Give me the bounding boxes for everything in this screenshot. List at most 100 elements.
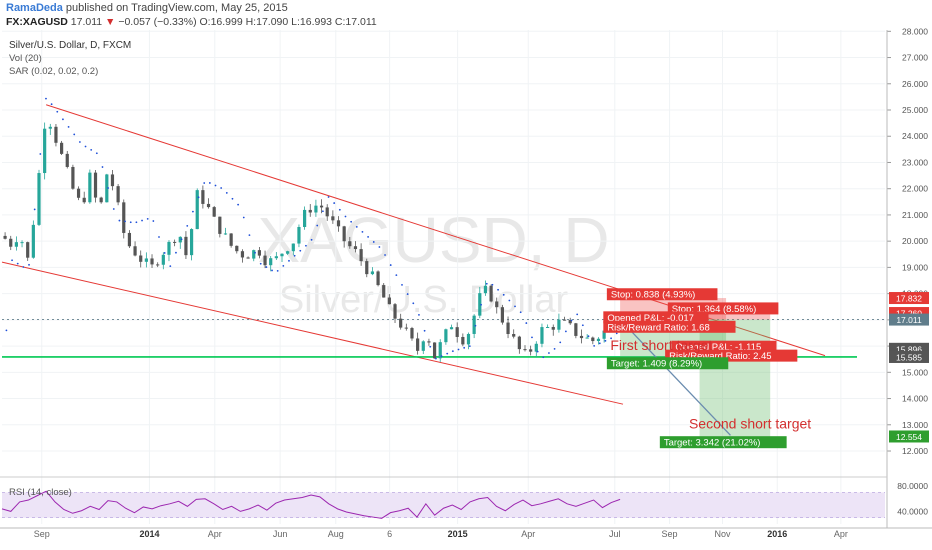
legend-title: Silver/U.S. Dollar, D, FXCM bbox=[9, 40, 131, 51]
sar-dot bbox=[248, 234, 251, 237]
candle-down bbox=[99, 197, 103, 203]
y-tick-label: 19.000 bbox=[902, 262, 928, 272]
candle-down bbox=[591, 337, 595, 342]
sar-dot bbox=[62, 118, 64, 121]
sar-dot bbox=[457, 348, 460, 351]
candle-up bbox=[105, 174, 109, 203]
sar-dot bbox=[231, 197, 234, 200]
candle-up bbox=[43, 128, 47, 174]
candle-down bbox=[489, 285, 493, 302]
sar-dot bbox=[288, 259, 290, 262]
sar-dot bbox=[564, 330, 567, 333]
y-tick-label: 15.000 bbox=[902, 367, 928, 377]
candle-down bbox=[495, 301, 499, 308]
author-link[interactable]: RamaDeda bbox=[6, 2, 63, 14]
price-axis-badge bbox=[889, 430, 929, 443]
x-tick-label: 2014 bbox=[139, 529, 159, 539]
sar-dot bbox=[146, 217, 149, 220]
sar-dot bbox=[129, 221, 132, 224]
candle-up bbox=[178, 236, 182, 243]
reward-zone-2 bbox=[699, 319, 771, 437]
sar-dot bbox=[485, 282, 488, 285]
sar-dot bbox=[175, 251, 177, 254]
candle-down bbox=[551, 326, 555, 330]
candle-down bbox=[342, 226, 346, 242]
annotation-label: Stop: 0.838 (4.93%) bbox=[611, 290, 696, 301]
sar-dot bbox=[593, 344, 596, 347]
candle-down bbox=[206, 203, 211, 208]
candle-up bbox=[223, 233, 228, 235]
sar-dot bbox=[78, 141, 81, 143]
price-axis-badge-label: 15.585 bbox=[896, 352, 922, 362]
sar-dot bbox=[525, 322, 528, 324]
candle-up bbox=[297, 227, 301, 244]
sar-dot bbox=[429, 345, 432, 348]
sar-dot bbox=[389, 264, 392, 266]
sar-dot bbox=[361, 230, 364, 233]
sar-dot bbox=[581, 324, 584, 327]
candle-down bbox=[574, 323, 578, 336]
candle-up bbox=[269, 258, 273, 266]
price-axis-badge bbox=[889, 350, 929, 363]
candle-down bbox=[116, 186, 120, 203]
sar-dot bbox=[378, 246, 381, 248]
sar-dot bbox=[22, 266, 25, 268]
annotation-label: Opened P&L: -1.115 bbox=[675, 342, 761, 353]
annotation-label: Risk/Reward Ratio: 1.68 bbox=[607, 322, 709, 333]
annotation-label: Opened P&L: -0.017 bbox=[607, 313, 694, 324]
x-tick-label: Sep bbox=[662, 529, 678, 539]
sar-dot bbox=[107, 187, 110, 189]
candle-up bbox=[602, 330, 606, 339]
annotation-text: First short target bbox=[610, 337, 712, 353]
candle-up bbox=[438, 342, 442, 359]
candle-down bbox=[76, 188, 81, 198]
candle-up bbox=[252, 250, 256, 259]
candle-up bbox=[478, 293, 482, 316]
sar-dot bbox=[118, 219, 121, 222]
candle-down bbox=[127, 232, 132, 247]
sar-dot bbox=[519, 311, 522, 314]
risk-zone-2 bbox=[699, 313, 771, 320]
candle-down bbox=[399, 318, 403, 328]
sar-dot bbox=[28, 263, 30, 266]
sar-dot bbox=[480, 303, 483, 306]
candle-up bbox=[274, 256, 278, 259]
candle-down bbox=[393, 304, 397, 319]
candle-down bbox=[26, 242, 30, 258]
sar-dot bbox=[282, 264, 285, 267]
candle-up bbox=[280, 253, 284, 257]
candle-up bbox=[20, 242, 24, 244]
candle-down bbox=[517, 336, 521, 350]
sar-dot bbox=[242, 216, 245, 219]
sar-dot bbox=[531, 336, 533, 339]
sar-dot bbox=[355, 225, 358, 228]
sar-dot bbox=[265, 266, 268, 268]
candle-down bbox=[54, 126, 58, 143]
y-tick-label: 20.000 bbox=[902, 236, 928, 246]
last-price: 17.011 bbox=[67, 16, 106, 28]
sar-dot bbox=[502, 293, 505, 296]
annotation-box bbox=[603, 311, 709, 324]
sar-dot bbox=[338, 208, 341, 211]
candle-down bbox=[353, 246, 358, 250]
sar-dot bbox=[587, 335, 590, 338]
candle-up bbox=[303, 209, 307, 228]
price-axis-badge-label: 15.896 bbox=[896, 344, 922, 354]
sar-dot bbox=[158, 236, 160, 238]
candle-down bbox=[331, 216, 335, 221]
candle-down bbox=[579, 335, 584, 339]
sar-dot bbox=[45, 97, 47, 100]
candle-down bbox=[257, 250, 261, 256]
sar-dot bbox=[73, 133, 76, 136]
y-tick-label: 24.000 bbox=[902, 131, 928, 141]
sar-dot bbox=[412, 302, 415, 305]
sar-dot bbox=[372, 241, 375, 243]
candle-down bbox=[359, 249, 363, 262]
candle-down bbox=[60, 142, 64, 154]
y-tick-label: 13.000 bbox=[902, 420, 928, 430]
candle-down bbox=[122, 202, 126, 233]
candle-up bbox=[314, 205, 318, 213]
x-tick-label: Apr bbox=[834, 529, 848, 539]
sar-dot bbox=[514, 305, 516, 308]
